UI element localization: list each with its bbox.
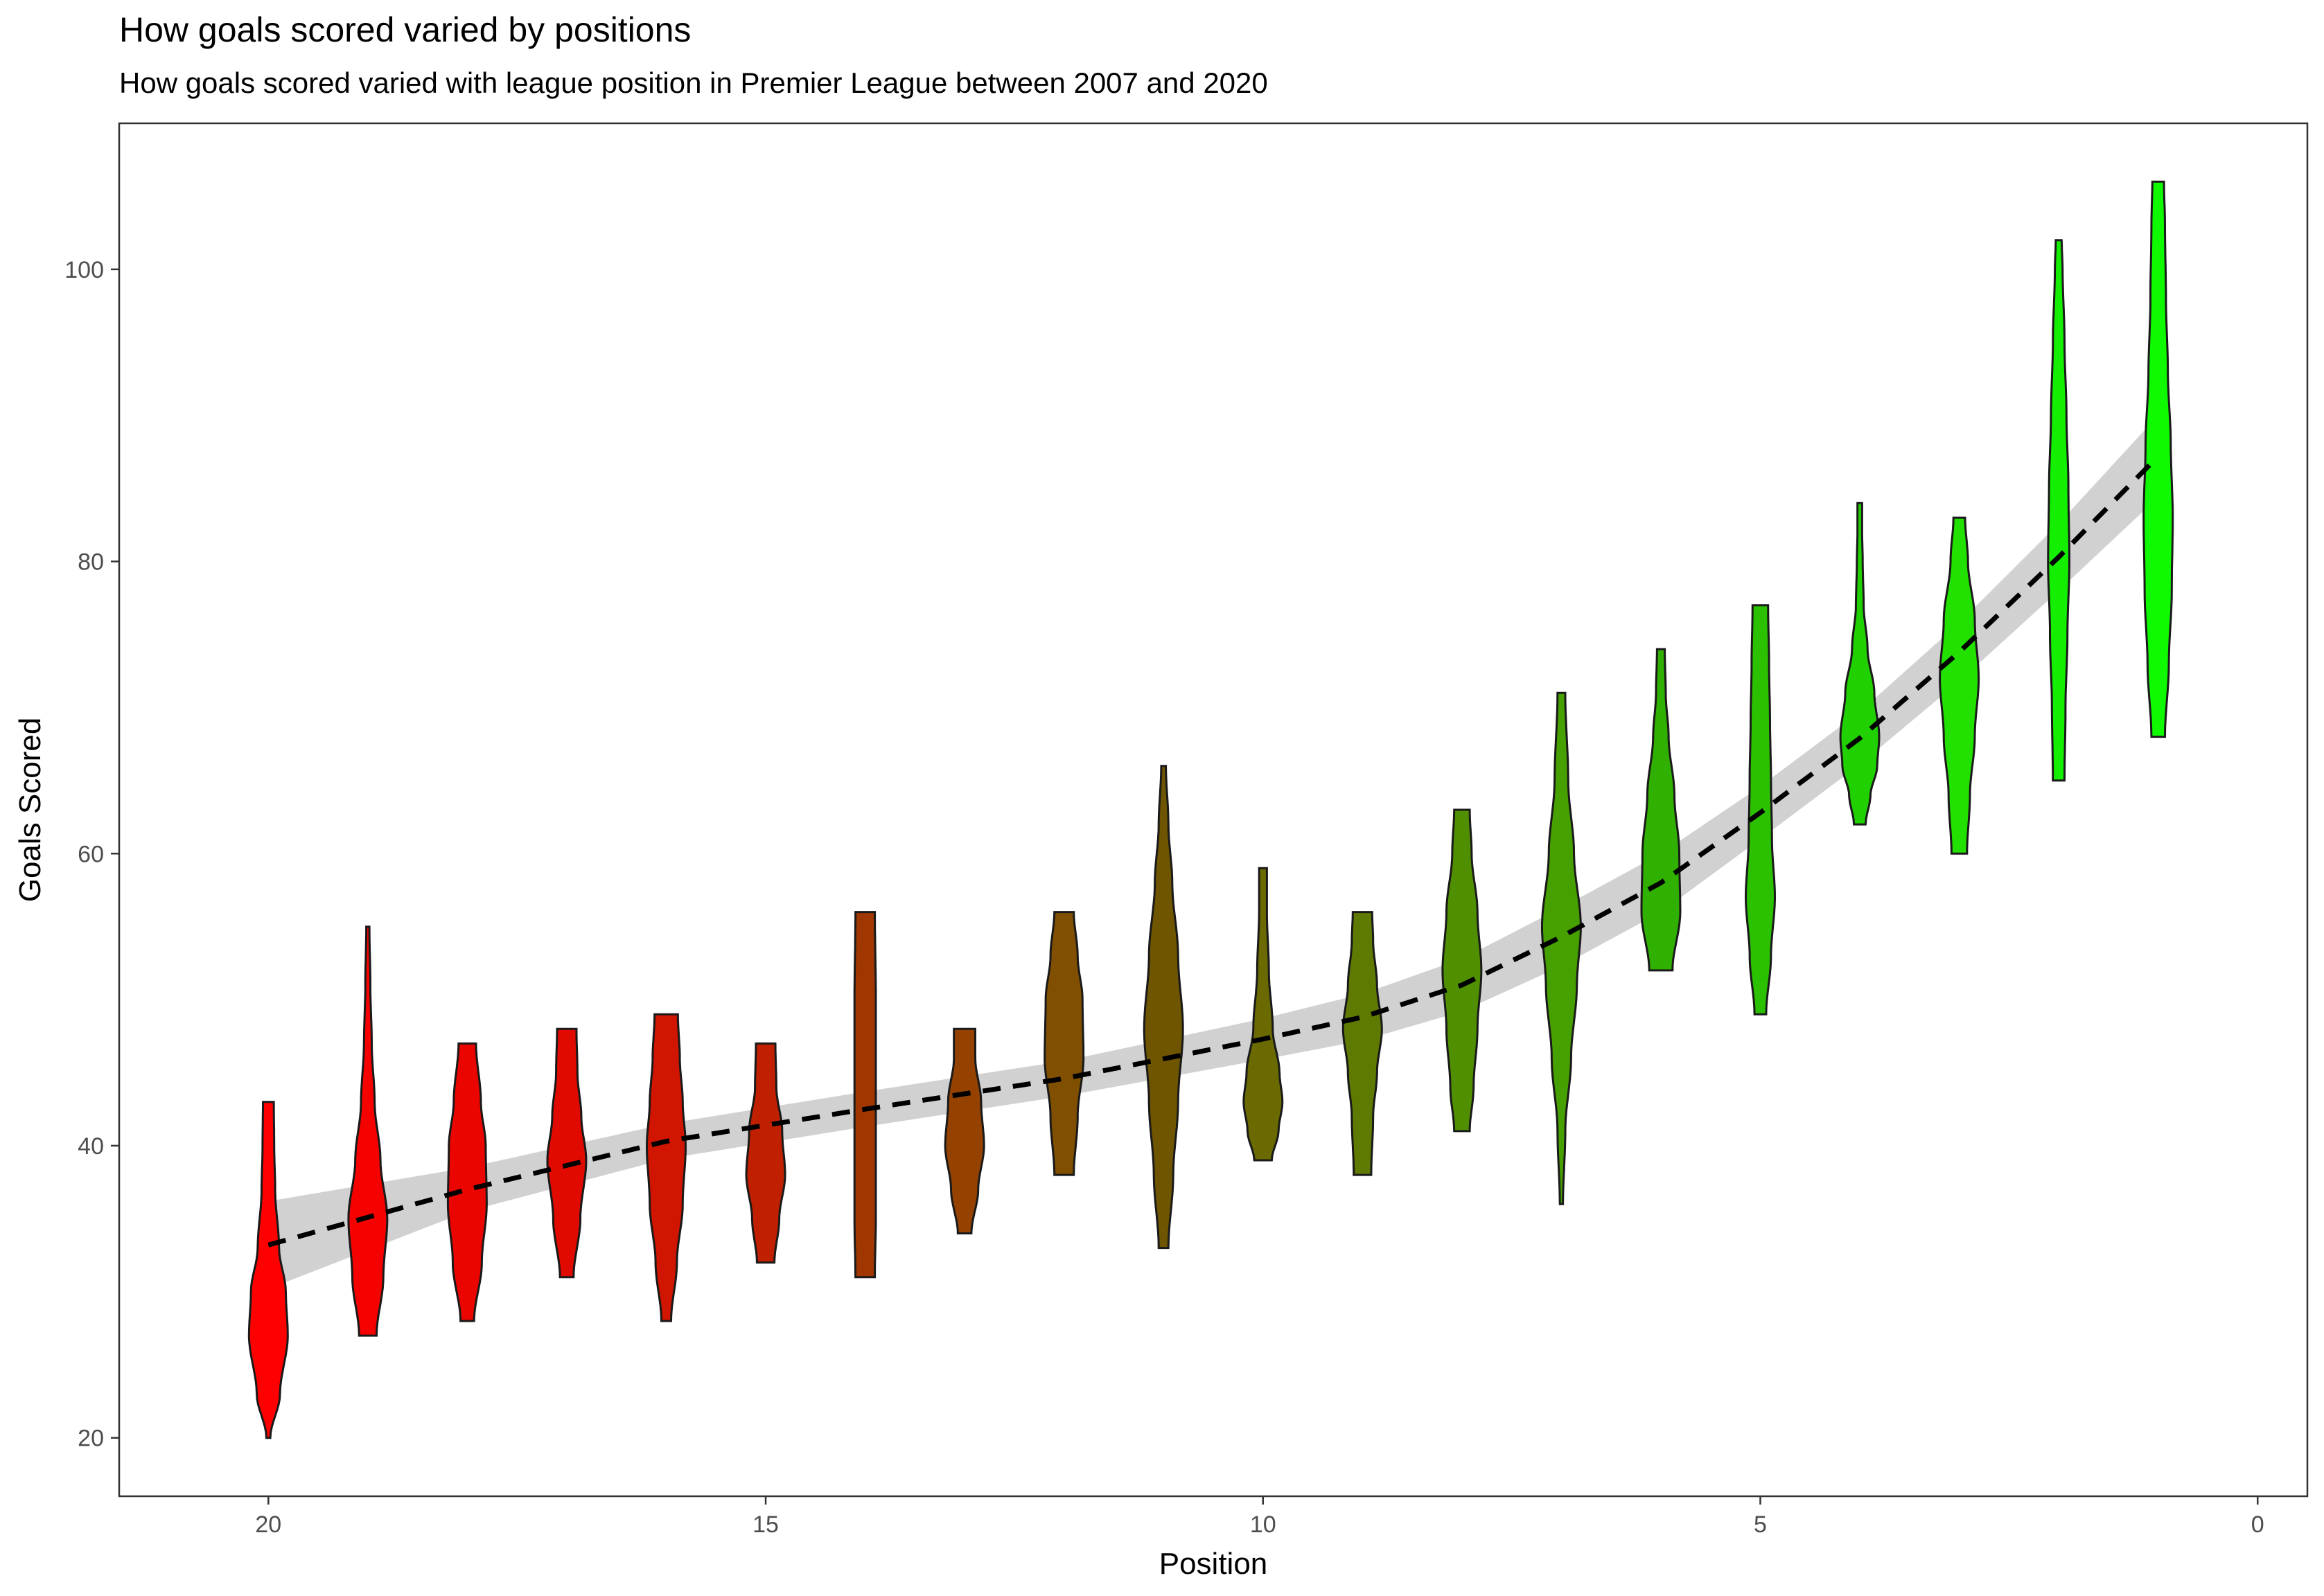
violin-position-1 — [2142, 180, 2174, 738]
violin-position-7 — [1541, 691, 1582, 1205]
y-axis-title: Goals Scored — [13, 718, 47, 903]
x-tick-label: 20 — [255, 1511, 281, 1538]
x-tick-label: 0 — [2251, 1511, 2264, 1538]
violin-position-10 — [1242, 867, 1284, 1162]
trend-line — [267, 454, 2160, 1248]
violin-position-8 — [1441, 808, 1483, 1133]
x-tick-label: 10 — [1250, 1511, 1276, 1538]
y-tick-label: 80 — [78, 549, 104, 576]
violin-position-11 — [1143, 765, 1184, 1250]
chart-subtitle: How goals scored varied with league posi… — [119, 66, 1268, 99]
x-axis-title: Position — [1159, 1547, 1268, 1581]
violin-position-3 — [1939, 516, 1980, 855]
violin-position-17 — [546, 1027, 588, 1279]
violin-position-16 — [645, 1013, 687, 1322]
violin-position-20 — [247, 1101, 289, 1439]
y-axis-ticks: 20 40 60 80 100 — [64, 257, 119, 1452]
x-axis-ticks: 20 15 10 5 0 — [255, 1496, 2264, 1538]
y-tick-label: 20 — [78, 1426, 104, 1452]
violin-position-9 — [1341, 911, 1383, 1176]
x-tick-label: 15 — [752, 1511, 779, 1538]
violin-position-18 — [446, 1042, 488, 1322]
violin-position-13 — [944, 1027, 985, 1234]
y-tick-label: 40 — [78, 1133, 104, 1160]
x-tick-label: 5 — [1754, 1511, 1767, 1538]
violin-position-2 — [2047, 239, 2070, 782]
violin-position-19 — [347, 925, 389, 1337]
violin-position-12 — [1044, 911, 1085, 1176]
trend-line-layer — [267, 454, 2160, 1248]
chart-title: How goals scored varied by positions — [119, 10, 692, 49]
plot-panel — [118, 122, 2309, 1498]
violin-position-15 — [745, 1042, 786, 1264]
y-tick-label: 60 — [78, 841, 104, 867]
y-tick-label: 100 — [64, 257, 104, 283]
violin-position-14 — [853, 911, 877, 1279]
